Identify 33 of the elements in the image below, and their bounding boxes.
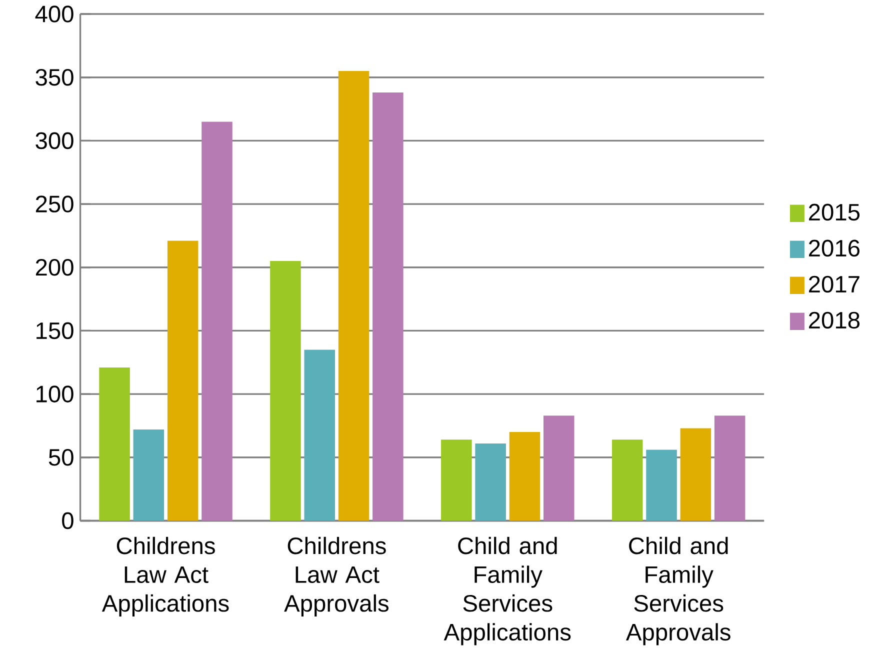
bar — [99, 367, 130, 521]
bar — [270, 261, 301, 521]
bar — [680, 428, 712, 521]
y-tick-label: 200 — [36, 259, 74, 276]
x-tick-label: Childrens Law Act Applications — [102, 536, 229, 617]
x-tick-label: Child and Family Services Approvals — [626, 536, 730, 646]
legend-label: 2016 — [809, 240, 860, 257]
y-tick-label: 350 — [36, 69, 74, 86]
y-tick-label: 250 — [36, 196, 74, 212]
legend-label: 2015 — [809, 204, 860, 221]
bar — [646, 450, 677, 521]
bar — [714, 416, 746, 521]
x-tick-label: Childrens Law Act Approvals — [284, 536, 389, 617]
bar — [202, 122, 232, 521]
bar — [167, 240, 198, 521]
x-tick-label: Child and Family Services Applications — [444, 536, 571, 646]
y-tick-label: 300 — [36, 132, 74, 150]
bar — [338, 71, 370, 521]
bar — [304, 350, 336, 521]
bar — [509, 432, 540, 521]
bar — [543, 416, 574, 521]
y-tick-label: 100 — [36, 386, 74, 402]
bar — [133, 430, 164, 521]
bar — [612, 440, 643, 521]
y-tick-label: 0 — [62, 512, 74, 530]
legend-label: 2017 — [809, 276, 860, 293]
bar — [441, 440, 472, 521]
bar — [372, 92, 404, 521]
y-tick-label: 50 — [48, 449, 74, 466]
bar — [475, 444, 506, 521]
y-tick-label: 150 — [36, 322, 74, 340]
legend-label: 2018 — [809, 312, 860, 329]
y-tick-label: 400 — [35, 6, 74, 22]
